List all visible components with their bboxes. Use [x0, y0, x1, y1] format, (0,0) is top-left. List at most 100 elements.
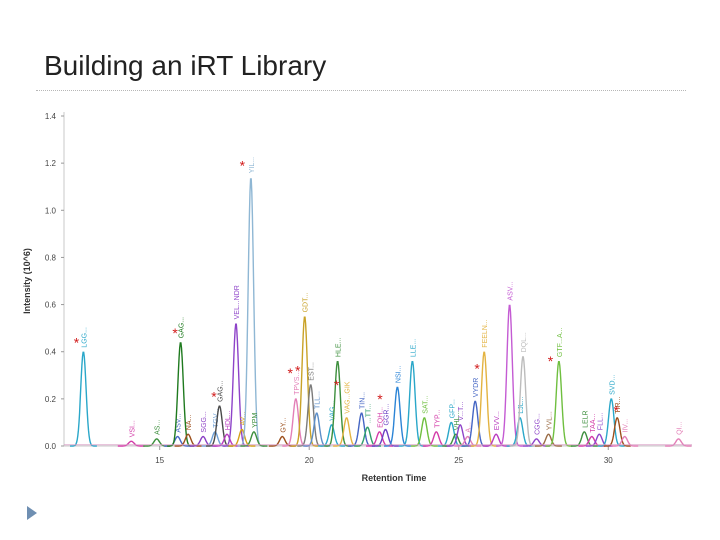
peak-label: NA... — [186, 415, 193, 431]
peak-label: VEL...NDR — [234, 285, 241, 319]
peak-label: HDL... — [225, 410, 232, 430]
peak-trace — [570, 431, 598, 447]
peak-trace — [603, 417, 631, 447]
peak-label: VYDR — [473, 378, 480, 397]
title-divider — [36, 90, 686, 91]
y-tick-label: 0.0 — [45, 442, 57, 451]
peak-trace — [482, 433, 510, 447]
peak-label: V...T... — [458, 402, 465, 421]
peak-label: LGG... — [81, 327, 88, 348]
peak-trace — [470, 351, 498, 447]
irt-peak-asterisk: * — [172, 325, 178, 341]
peak-trace — [117, 440, 145, 447]
y-tick-label: 1.4 — [45, 112, 57, 121]
irt-peak-asterisk: * — [613, 403, 619, 419]
peak-label: ASV... — [176, 413, 183, 432]
peak-label: YVL... — [547, 411, 554, 430]
y-tick-label: 1.2 — [45, 159, 57, 168]
peak-trace — [496, 304, 523, 447]
y-tick-label: 0.4 — [45, 348, 57, 357]
y-tick-label: 1.0 — [45, 206, 57, 215]
peak-label: VAG... — [330, 401, 337, 421]
peak-trace — [509, 356, 537, 447]
peak-label: GTF...A... — [557, 327, 564, 357]
irt-peak-asterisk: * — [240, 158, 246, 174]
irt-peak-asterisk: * — [295, 363, 301, 379]
irt-peak-asterisk: * — [548, 353, 554, 369]
irt-peak-asterisk: * — [474, 360, 480, 376]
peak-label: TIN... — [360, 392, 367, 409]
peak-label: TPVS... — [294, 371, 301, 395]
peak-label: GAG... — [179, 317, 186, 338]
irt-peak-asterisk: * — [211, 389, 217, 405]
peak-trace — [410, 417, 438, 447]
peak-label: SGG... — [201, 411, 208, 432]
peak-trace — [318, 424, 346, 447]
peak-trace — [597, 398, 625, 447]
peak-label: VAG...GIK — [345, 381, 352, 413]
peak-label: YIL... — [249, 157, 256, 173]
peak-label: GFP... — [449, 399, 456, 418]
peak-label: GGR... — [384, 404, 391, 426]
peak-trace — [70, 351, 97, 447]
peak-trace — [398, 361, 426, 447]
slide-title: Building an iRT Library — [44, 50, 327, 81]
irt-peak-asterisk: * — [288, 365, 294, 381]
y-tick-label: 0.2 — [45, 395, 57, 404]
peak-label: EST... — [309, 362, 316, 381]
peak-label: VHL... — [454, 411, 461, 431]
bullet-arrow-icon — [27, 506, 37, 520]
irt-peak-asterisk: * — [74, 334, 80, 350]
peak-trace — [454, 435, 482, 447]
peak-label: FLL... — [597, 412, 604, 430]
x-tick-label: 25 — [454, 456, 463, 465]
peak-label: CGG... — [535, 413, 542, 435]
y-axis-label: Intensity (10^6) — [22, 248, 32, 314]
peak-label: GDT... — [303, 293, 310, 313]
peak-label: NSI... — [395, 366, 402, 384]
peak-label: A... — [466, 422, 473, 433]
peak-trace — [213, 433, 241, 447]
peak-label: LLE... — [410, 339, 417, 357]
peak-label: TIR... — [615, 397, 622, 414]
peak-label: EQH... — [378, 407, 385, 428]
irt-peak-asterisk: * — [377, 391, 383, 407]
peak-trace — [228, 428, 256, 447]
peak-label: LELR — [582, 410, 589, 428]
peak-trace — [446, 424, 474, 447]
peak-label: ASV... — [508, 281, 515, 300]
peak-label: LJL... — [518, 397, 525, 414]
peak-label: SVD... — [609, 375, 616, 395]
x-tick-label: 20 — [305, 456, 314, 465]
peak-label: GAG... — [218, 380, 225, 401]
peak-label: GY... — [280, 417, 287, 432]
peak-trace — [372, 428, 399, 447]
x-tick-label: 15 — [155, 456, 164, 465]
y-tick-label: 0.8 — [45, 253, 57, 262]
peak-label: IIV... — [623, 419, 630, 433]
peak-trace — [535, 433, 562, 447]
peak-trace — [291, 316, 319, 447]
peak-label: SAT... — [422, 395, 429, 413]
irt-peak-asterisk: * — [334, 377, 340, 393]
peak-trace — [545, 361, 573, 447]
peak-label: YPM — [252, 413, 259, 428]
peak-trace — [324, 361, 352, 447]
peak-label: DQL... — [521, 332, 528, 352]
peak-label: HLE... — [336, 338, 343, 358]
peak-label: TLL... — [315, 391, 322, 409]
peak-trace — [240, 431, 268, 447]
x-tick-label: 30 — [604, 456, 613, 465]
peak-trace — [665, 438, 692, 447]
peak-label: FEELN... — [482, 319, 489, 347]
peak-trace — [384, 386, 411, 447]
peak-label: AS... — [155, 420, 162, 435]
y-tick-label: 0.6 — [45, 301, 57, 310]
x-axis-label: Retention Time — [362, 473, 427, 483]
peak-label: QI... — [677, 422, 684, 435]
peak-trace — [237, 178, 265, 447]
peak-label: AV... — [240, 411, 247, 425]
peak-label: TYP... — [434, 409, 441, 428]
peak-label: ...TT... — [366, 404, 373, 424]
